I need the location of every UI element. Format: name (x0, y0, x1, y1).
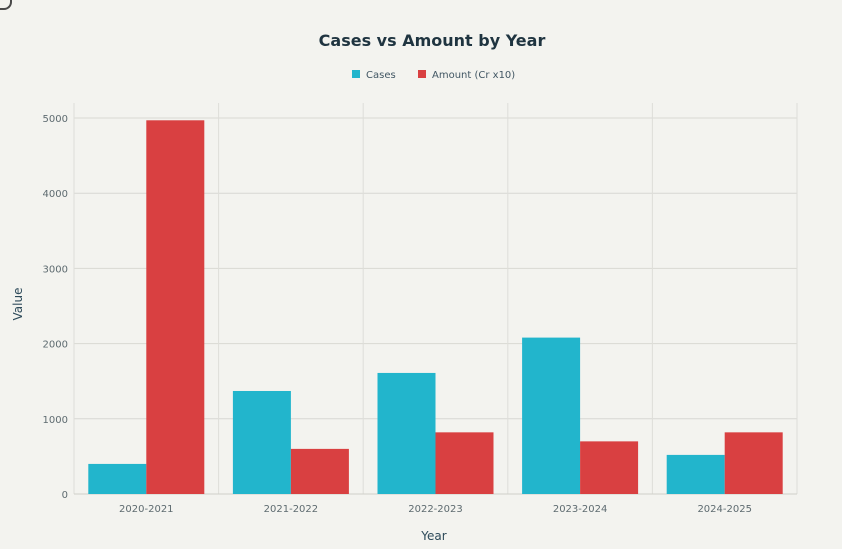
amount-bar (435, 432, 494, 494)
amount-bar (290, 448, 349, 494)
legend-swatch (352, 70, 360, 78)
y-tick-label: 5000 (43, 114, 68, 125)
y-tick-label: 0 (62, 490, 68, 501)
y-tick-label: 3000 (43, 264, 68, 275)
cases-bar (666, 454, 725, 494)
x-tick-label: 2021-2022 (264, 504, 319, 515)
x-axis: 2020-2021 2021-2022 2022-2023 2023-2024 2024… (119, 504, 752, 515)
cases-bar (88, 463, 147, 494)
chart-title: Cases vs Amount by Year (319, 31, 546, 50)
chart-legend: Cases Amount (Cr x10) (352, 70, 515, 81)
amount-bar (724, 432, 783, 494)
legend-swatch (418, 70, 426, 78)
x-axis-label: Year (420, 529, 446, 543)
x-tick-label: 2022-2023 (408, 504, 463, 515)
legend-label: Cases (366, 70, 396, 81)
legend-item-cases: Cases (352, 70, 396, 81)
y-tick-label: 4000 (43, 189, 68, 200)
legend-item-amount: Amount (Cr x10) (418, 70, 515, 81)
crop-corner-mark (0, 0, 12, 10)
x-tick-label: 2024-2025 (697, 504, 752, 515)
amount-bar (580, 441, 639, 494)
cases-bar (377, 372, 436, 494)
y-tick-label: 1000 (43, 415, 68, 426)
x-tick-label: 2023-2024 (553, 504, 608, 515)
cases-bar (522, 337, 581, 494)
y-axis: 0 1000 2000 3000 4000 5000 (43, 114, 68, 501)
y-axis-label: Value (11, 288, 25, 321)
x-tick-label: 2020-2021 (119, 504, 174, 515)
legend-label: Amount (Cr x10) (432, 70, 515, 81)
amount-bar (146, 120, 205, 495)
y-tick-label: 2000 (43, 340, 68, 351)
cases-bar (232, 390, 291, 494)
chart-bars (88, 120, 783, 495)
